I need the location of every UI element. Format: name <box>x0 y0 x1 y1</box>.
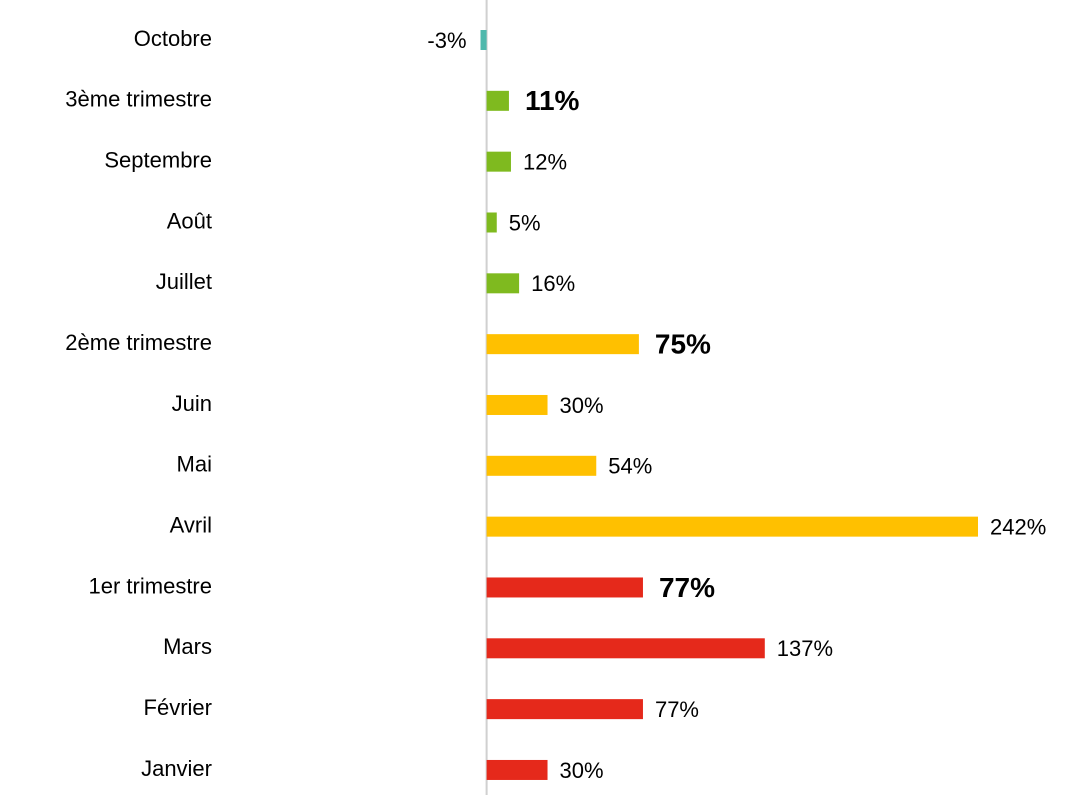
category-label: 3ème trimestre <box>65 87 212 112</box>
category-label: Avril <box>170 512 212 537</box>
category-label: Juillet <box>156 269 212 294</box>
bar <box>486 516 978 537</box>
category-label: Octobre <box>134 26 212 51</box>
value-label: 5% <box>509 210 541 235</box>
bar <box>486 638 765 659</box>
bar <box>486 394 548 415</box>
bar <box>486 455 597 476</box>
value-label: 12% <box>523 149 567 174</box>
bar <box>486 577 643 598</box>
category-label: Janvier <box>141 756 212 781</box>
category-label: 1er trimestre <box>89 573 212 598</box>
category-label: Août <box>167 208 212 233</box>
value-label: 242% <box>990 514 1046 539</box>
bar <box>486 759 548 780</box>
category-label: Mars <box>163 634 212 659</box>
value-label: -3% <box>427 28 466 53</box>
value-label: 77% <box>655 697 699 722</box>
value-label: 54% <box>608 454 652 479</box>
value-label: 30% <box>560 758 604 783</box>
category-label: Juin <box>172 391 212 416</box>
value-label: 137% <box>777 636 833 661</box>
value-label: 30% <box>560 393 604 418</box>
bar <box>486 151 511 172</box>
category-label: Février <box>144 695 212 720</box>
bar <box>480 30 487 50</box>
category-label: 2ème trimestre <box>65 330 212 355</box>
value-label: 11% <box>525 85 580 116</box>
value-label: 77% <box>659 572 715 603</box>
category-label: Septembre <box>104 147 212 172</box>
category-label: Mai <box>177 452 212 477</box>
bar <box>486 699 643 720</box>
bar <box>486 273 520 294</box>
value-label: 16% <box>531 271 575 296</box>
value-label: 75% <box>655 329 711 360</box>
bar <box>486 90 509 111</box>
bar <box>486 334 639 355</box>
bar <box>486 212 497 233</box>
